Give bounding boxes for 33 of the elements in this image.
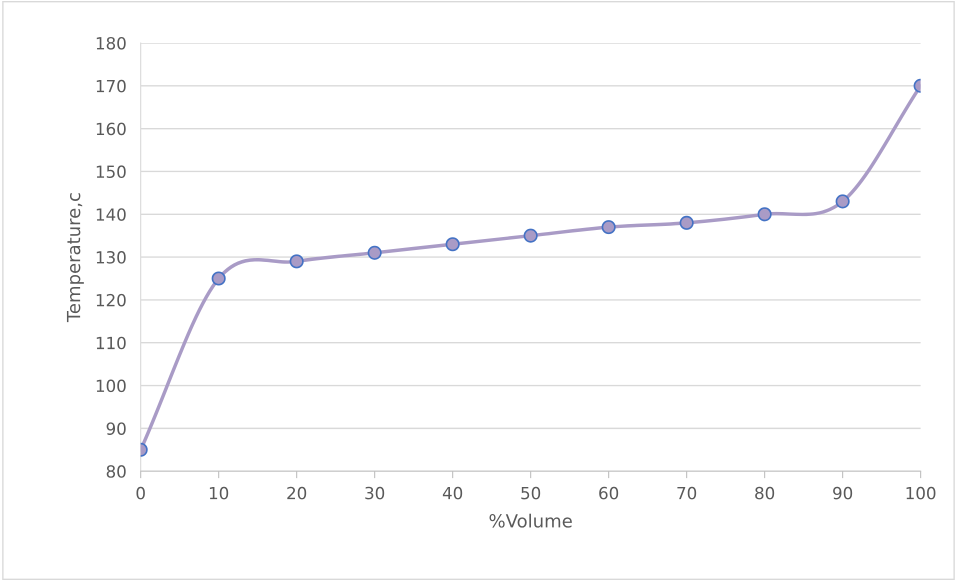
x-tick-label: 0 [136,486,145,500]
point [836,194,850,208]
point [290,254,304,268]
x-axis-title: %Volume [489,514,572,528]
x-tick-label: 70 [677,486,696,500]
y-tick-label: 170 [96,80,126,92]
y-tick-label: 80 [106,465,126,478]
y-tick-label: 110 [96,336,126,350]
y-tick-label: 120 [96,294,126,306]
y-axis-title: Temperature,c [66,193,84,322]
point [524,228,538,243]
x-tick-label: 40 [442,486,462,500]
x-tick-label: 60 [599,486,618,500]
y-tick-label: 130 [96,251,126,264]
x-tick-label: 10 [210,486,228,500]
x-tick-label: 80 [755,486,774,500]
point [446,237,460,252]
x-tick-label: 20 [287,486,306,500]
y-tick-label: 160 [96,122,126,136]
point [758,207,772,222]
y-tick-label: 150 [96,165,126,178]
y-tick-label: 100 [96,380,126,392]
x-tick-label: 90 [833,486,852,500]
point [368,246,382,260]
y-tick-label: 140 [96,208,126,221]
x-tick-label: 30 [365,486,384,500]
y-tick-label: 90 [106,422,126,435]
point [212,271,226,286]
x-tick-label: 100 [906,486,936,500]
point [680,216,694,230]
x-tick-label: 50 [521,486,540,500]
point [602,220,616,234]
y-tick-label: 180 [96,36,126,50]
